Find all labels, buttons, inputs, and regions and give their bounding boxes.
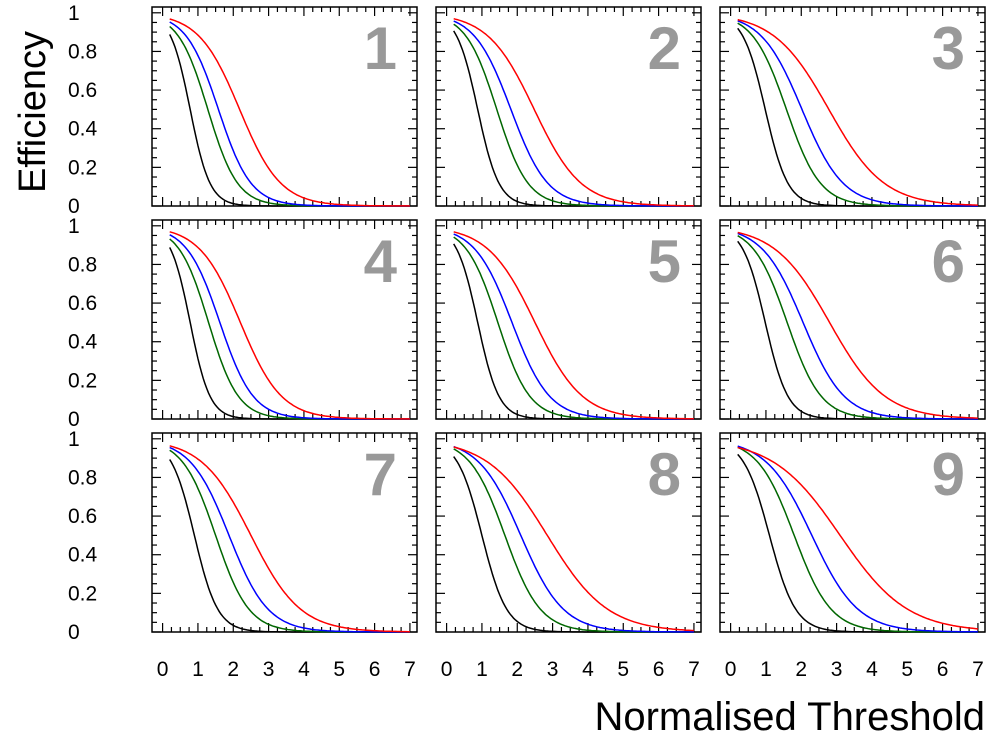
x-tick-label: 7 — [688, 658, 700, 681]
panel-9: 0 1 2 3 4 5 6 7 9 — [719, 432, 986, 681]
x-tick-label: 2 — [795, 658, 807, 681]
x-tick-label: 1 — [476, 658, 488, 681]
efficiency-curve-ff0000 — [169, 445, 410, 633]
panel-number-label: 7 — [364, 441, 397, 508]
y-tick-label: 0.2 — [68, 582, 97, 605]
efficiency-curve-ff0000 — [453, 446, 694, 632]
panel-2: 2 — [435, 6, 702, 207]
x-tick-label: 2 — [227, 658, 239, 681]
x-tick-label: 4 — [582, 658, 594, 681]
efficiency-curve-0000ff — [453, 20, 694, 207]
panel-5: 5 — [435, 219, 702, 420]
y-tick-label: 0.8 — [68, 253, 97, 276]
panel-grid: 00.20.40.60.811 2 300.20.40.60.814 5 600.20.… — [68, 2, 986, 681]
panel-3: 3 — [719, 6, 986, 207]
x-tick-label: 4 — [866, 658, 878, 681]
panel-8: 0 1 2 3 4 5 6 78 — [435, 432, 702, 681]
x-tick-label: 3 — [547, 658, 559, 681]
y-tick-label: 0.4 — [68, 331, 98, 354]
x-tick-label: 0 — [441, 658, 453, 681]
y-tick-label: 0.6 — [68, 505, 97, 528]
y-tick-label: 0.6 — [68, 292, 97, 315]
x-tick-label: 1 — [192, 658, 204, 681]
x-tick-label: 3 — [831, 658, 843, 681]
y-tick-label: 0 — [68, 408, 80, 431]
panel-7: 00.20.40.60.810 1 2 3 4 5 6 77 — [68, 428, 418, 681]
x-tick-label: 4 — [298, 658, 310, 681]
y-axis-title: Efficiency — [12, 31, 54, 193]
efficiency-curve-0000ff — [453, 233, 694, 420]
x-tick-label: 0 — [725, 658, 737, 681]
y-tick-label: 0.8 — [68, 40, 97, 63]
y-tick-label: 0.6 — [68, 79, 97, 102]
efficiency-curve-ff0000 — [737, 18, 978, 206]
y-tick-label: 0 — [68, 195, 80, 218]
panel-number-label: 6 — [932, 228, 965, 295]
y-tick-label: 1 — [68, 428, 80, 451]
efficiency-curve-ff0000 — [453, 17, 694, 207]
panel-number-label: 8 — [648, 441, 681, 508]
y-tick-label: 1 — [68, 215, 80, 238]
x-tick-label: 3 — [263, 658, 275, 681]
efficiency-curve-ff0000 — [169, 18, 410, 207]
y-tick-label: 0.4 — [68, 118, 98, 141]
panel-number-label: 4 — [364, 228, 398, 295]
x-axis-title: Normalised Threshold — [594, 695, 985, 739]
panel-number-label: 9 — [932, 441, 965, 508]
efficiency-curve-0000ff — [169, 446, 410, 633]
efficiency-curve-0000ff — [737, 20, 978, 207]
panel-number-label: 1 — [364, 15, 397, 82]
efficiency-curve-0000ff — [737, 445, 978, 633]
y-tick-label: 1 — [68, 2, 80, 25]
x-tick-label: 6 — [369, 658, 381, 681]
x-tick-label: 7 — [972, 658, 984, 681]
panel-number-label: 3 — [932, 15, 965, 82]
x-tick-label: 5 — [901, 658, 913, 681]
x-tick-label: 6 — [653, 658, 665, 681]
efficiency-curve-0000ff — [453, 445, 694, 633]
y-tick-label: 0.2 — [68, 369, 97, 392]
efficiency-curve-ff0000 — [737, 231, 978, 419]
x-tick-label: 5 — [333, 658, 345, 681]
panel-number-label: 5 — [648, 228, 681, 295]
efficiency-curve-ff0000 — [169, 231, 410, 420]
y-tick-label: 0.2 — [68, 156, 97, 179]
x-tick-label: 6 — [937, 658, 949, 681]
x-tick-label: 2 — [511, 658, 523, 681]
x-tick-label: 1 — [760, 658, 772, 681]
y-tick-label: 0.4 — [68, 544, 98, 567]
efficiency-curve-ff0000 — [453, 231, 694, 420]
y-tick-label: 0.8 — [68, 466, 97, 489]
panel-4: 0 0.2 0.4 0.6 0.8 1 4 — [68, 215, 418, 431]
y-tick-label: 0 — [68, 621, 80, 644]
efficiency-curve-ff0000 — [737, 446, 978, 630]
panel-1: 0 0.2 0.4 0.6 0.8 1 1 — [68, 2, 418, 218]
x-tick-label: 7 — [404, 658, 416, 681]
x-tick-label: 0 — [157, 658, 169, 681]
efficiency-curve-0000ff — [737, 232, 978, 420]
panel-6: 6 — [719, 219, 986, 420]
panel-number-label: 2 — [648, 15, 681, 82]
x-tick-label: 5 — [617, 658, 629, 681]
